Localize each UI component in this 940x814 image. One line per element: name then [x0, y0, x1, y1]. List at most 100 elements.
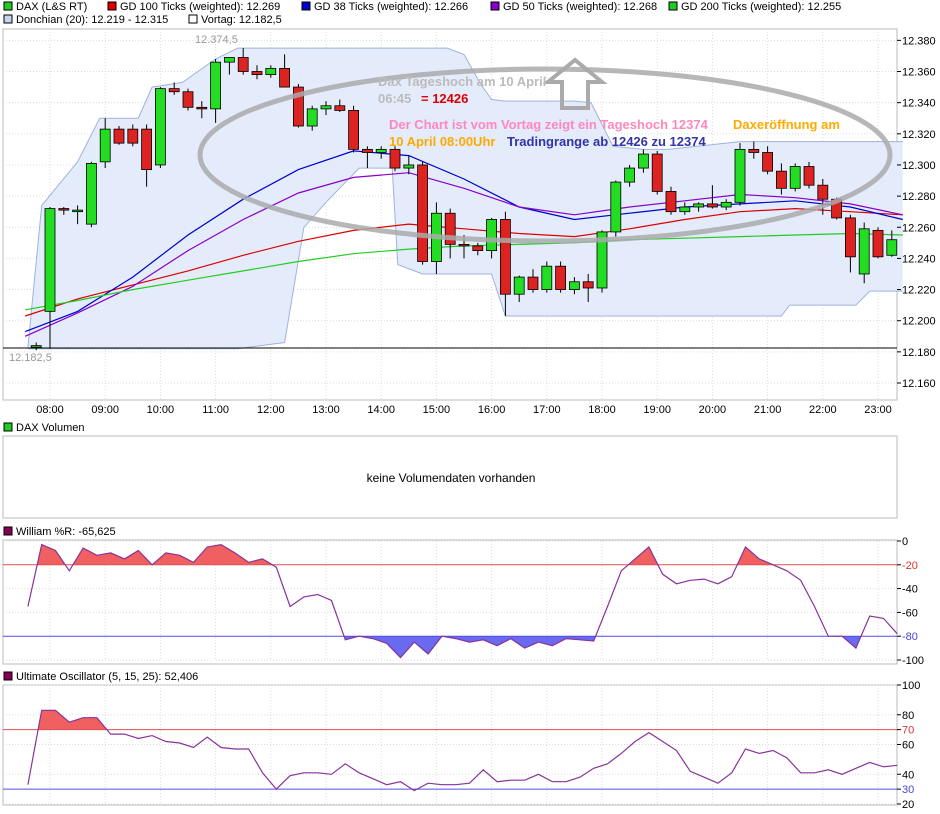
candle-body — [375, 148, 387, 153]
legend-label-0: DAX (L&S RT) — [16, 1, 87, 13]
donchian-fill — [27, 48, 903, 349]
candle-body — [113, 128, 125, 144]
candle-body — [334, 105, 346, 111]
candle-body — [762, 152, 773, 172]
legend-label-1: GD 100 Ticks (weighted): 12.269 — [120, 1, 280, 13]
time-tick-label: 18:00 — [588, 404, 616, 416]
price-tick-label: 12.280 — [902, 191, 936, 203]
time-tick-label: 09:00 — [91, 404, 119, 416]
price-tick-label: 12.200 — [902, 316, 936, 328]
price-tick-label: 12.320 — [902, 129, 936, 141]
volume-legend-swatch — [3, 422, 13, 432]
candle-body — [361, 148, 373, 153]
candle-body — [555, 265, 566, 290]
candle-body — [693, 203, 704, 208]
price-tick-label: 12.260 — [902, 222, 936, 234]
time-tick-label: 20:00 — [699, 404, 727, 416]
time-tick-label: 13:00 — [312, 404, 340, 416]
candle-body — [638, 153, 649, 169]
osc-line — [27, 543, 898, 659]
candle-body — [44, 208, 56, 312]
price-tick-label: 12.340 — [902, 98, 936, 110]
legend-swatch-3 — [490, 1, 500, 11]
candle-body — [665, 191, 677, 213]
tageshoch-line1: Dax Tageshoch am 10 April — [378, 74, 546, 89]
williams-y-axis: 0 -20 -40 -60 -80 -100 — [897, 536, 924, 667]
time-tick-label: 15:00 — [423, 404, 451, 416]
legend-swatch-5 — [3, 14, 13, 24]
time-tick-label: 21:00 — [754, 404, 782, 416]
price-tick-label: 12.380 — [902, 35, 936, 47]
volume-panel: DAX Volumen keine Volumendaten vorhanden — [2, 422, 898, 519]
candle-body — [182, 91, 194, 108]
legend-label-5: Donchian (20): 12.219 - 12.315 — [16, 14, 168, 26]
candle-body — [458, 243, 470, 247]
time-tick-label: 10:00 — [147, 404, 175, 416]
candle-body — [858, 228, 870, 275]
osc-tick-label: 80 — [902, 710, 914, 722]
williams-legend-swatch — [3, 526, 13, 536]
williams-panel: William %R: -65,625 0 -20 -40 -60 -80 -100 — [2, 526, 924, 667]
osc-tick-label: -80 — [902, 631, 918, 643]
time-tick-label: 16:00 — [478, 404, 506, 416]
volume-legend: DAX Volumen — [16, 422, 84, 434]
annotation-ellipse — [197, 66, 893, 244]
williams-series — [3, 543, 898, 659]
time-tick-label: 08:00 — [36, 404, 64, 416]
candle-body — [720, 201, 732, 208]
candle-body — [776, 170, 787, 189]
candle-body — [72, 209, 83, 213]
ma-line-1 — [24, 150, 903, 333]
main-legend: DAX (L&S RT) GD 100 Ticks (weighted): 12.… — [3, 1, 841, 26]
osc-tick-label: -100 — [902, 655, 924, 667]
candle-body — [596, 231, 608, 289]
note-part1: Der Chart ist vom Vortag zeigt ein Tages… — [389, 117, 709, 132]
price-tick-label: 12.180 — [902, 347, 936, 359]
price-tick-label: 12.160 — [902, 378, 936, 390]
candle-body — [196, 106, 208, 110]
legend-label-3: GD 50 Ticks (weighted): 12.268 — [503, 1, 657, 13]
candle-body — [582, 281, 594, 289]
note-part2: Daxeröffnung am — [733, 117, 840, 132]
candle-body — [58, 208, 70, 211]
low-label: 12.182,5 — [9, 352, 52, 364]
time-tick-label: 19:00 — [643, 404, 671, 416]
ultimate-legend: Ultimate Oscillator (5, 15, 25): 52,406 — [16, 671, 198, 683]
tageshoch-time: 06:45 — [378, 91, 411, 106]
osc-tick-label: 0 — [902, 536, 908, 548]
donchian-upper — [27, 47, 903, 348]
price-panel: 12.380 12.360 12.340 12.320 12.300 12.280 12.2… — [2, 28, 936, 416]
osc-tick-label: 40 — [902, 769, 914, 781]
candle-body — [679, 206, 691, 213]
ultimate-series — [3, 709, 898, 792]
candle-body — [748, 148, 760, 153]
osc-tick-label: -60 — [902, 607, 918, 619]
candle-body — [320, 105, 332, 110]
price-tick-label: 12.220 — [902, 285, 936, 297]
price-tick-label: 12.360 — [902, 67, 936, 79]
candle-body — [168, 88, 180, 93]
candle-body — [265, 67, 277, 76]
osc-tick-label: 100 — [902, 680, 920, 692]
legend-label-2: GD 38 Ticks (weighted): 12.266 — [314, 1, 468, 13]
up-arrow-icon — [542, 57, 608, 110]
ultimate-legend-swatch — [3, 671, 13, 681]
osc-overbought-fill — [37, 544, 774, 565]
time-tick-label: 23:00 — [864, 404, 892, 416]
ma-line-2 — [24, 172, 903, 337]
ma-line-0 — [25, 207, 903, 317]
legend-swatch-4 — [668, 1, 678, 11]
time-tick-label: 14:00 — [367, 404, 395, 416]
candle-body — [707, 203, 718, 208]
osc-tick-label: -40 — [902, 584, 918, 596]
candle-body — [569, 281, 580, 290]
candle-body — [624, 167, 635, 183]
ultimate-grid — [3, 684, 897, 805]
candle-body — [292, 86, 304, 127]
candle-body — [127, 128, 139, 144]
osc-line — [27, 709, 898, 792]
candle-body — [237, 57, 249, 72]
williams-grid — [3, 540, 897, 661]
legend-swatch-1 — [107, 1, 117, 11]
high-label: 12.374,5 — [195, 34, 238, 46]
